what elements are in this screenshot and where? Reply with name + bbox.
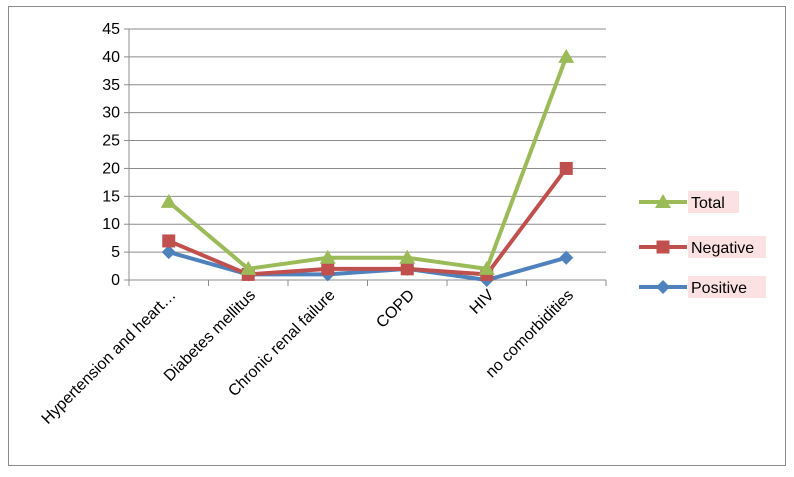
legend-label-highlight [688,276,766,298]
data-point-negative [559,161,573,175]
y-tick-label: 45 [102,21,120,38]
y-tick-label: 40 [102,49,120,66]
legend-marker-negative [656,240,670,254]
legend-marker-positive [656,280,670,294]
y-tick-label: 10 [102,216,120,233]
y-tick-label: 25 [102,133,120,150]
x-tick-labels: Hypertension and heart…Diabetes mellitus… [39,287,577,428]
data-point-total [240,260,257,275]
data-point-total [160,193,177,208]
y-tick-label: 5 [111,244,120,261]
series-line-negative [166,166,569,277]
legend-item-positive: Positive [639,276,766,298]
data-point-positive [559,250,574,265]
data-point-total [558,48,575,63]
x-category-label: no comorbidities [483,287,577,381]
y-tick-label: 0 [111,272,120,289]
series-total [160,48,575,275]
y-tick-label: 30 [102,105,120,122]
data-point-total [478,260,495,275]
data-point-total [399,249,416,264]
x-category-label: Hypertension and heart… [39,287,180,428]
y-tick-labels: 0 5 10 15 20 25 30 35 40 45 [102,21,120,289]
legend-label-total: Total [691,195,725,212]
data-point-negative [321,262,335,276]
legend-label-negative: Negative [691,240,754,257]
legend-marker-total [655,194,671,208]
legend-label-highlight [688,191,739,213]
series-line-total [166,54,569,271]
legend-label-positive: Positive [691,280,747,297]
x-category-label: COPD [373,287,418,332]
axes [124,28,607,286]
y-tick-label: 20 [102,160,120,177]
gridlines [129,28,606,253]
data-point-total [319,249,336,264]
y-tick-label: 35 [102,77,120,94]
legend: Total Negative Positive [639,191,766,298]
x-category-label: HIV [467,287,498,318]
series-lines [160,48,575,287]
data-point-negative [400,262,414,276]
line-chart: 0 5 10 15 20 25 30 35 40 45 Hypertension and hear… [39,21,766,428]
data-point-negative [162,234,176,248]
legend-label-highlight [688,236,766,258]
legend-item-total: Total [639,191,739,213]
series-negative [162,161,573,281]
chart-frame: 0 5 10 15 20 25 30 35 40 45 Hypertension and hear… [8,6,786,466]
data-point-positive [161,245,176,260]
legend-item-negative: Negative [639,236,766,258]
y-tick-label: 15 [102,188,120,205]
